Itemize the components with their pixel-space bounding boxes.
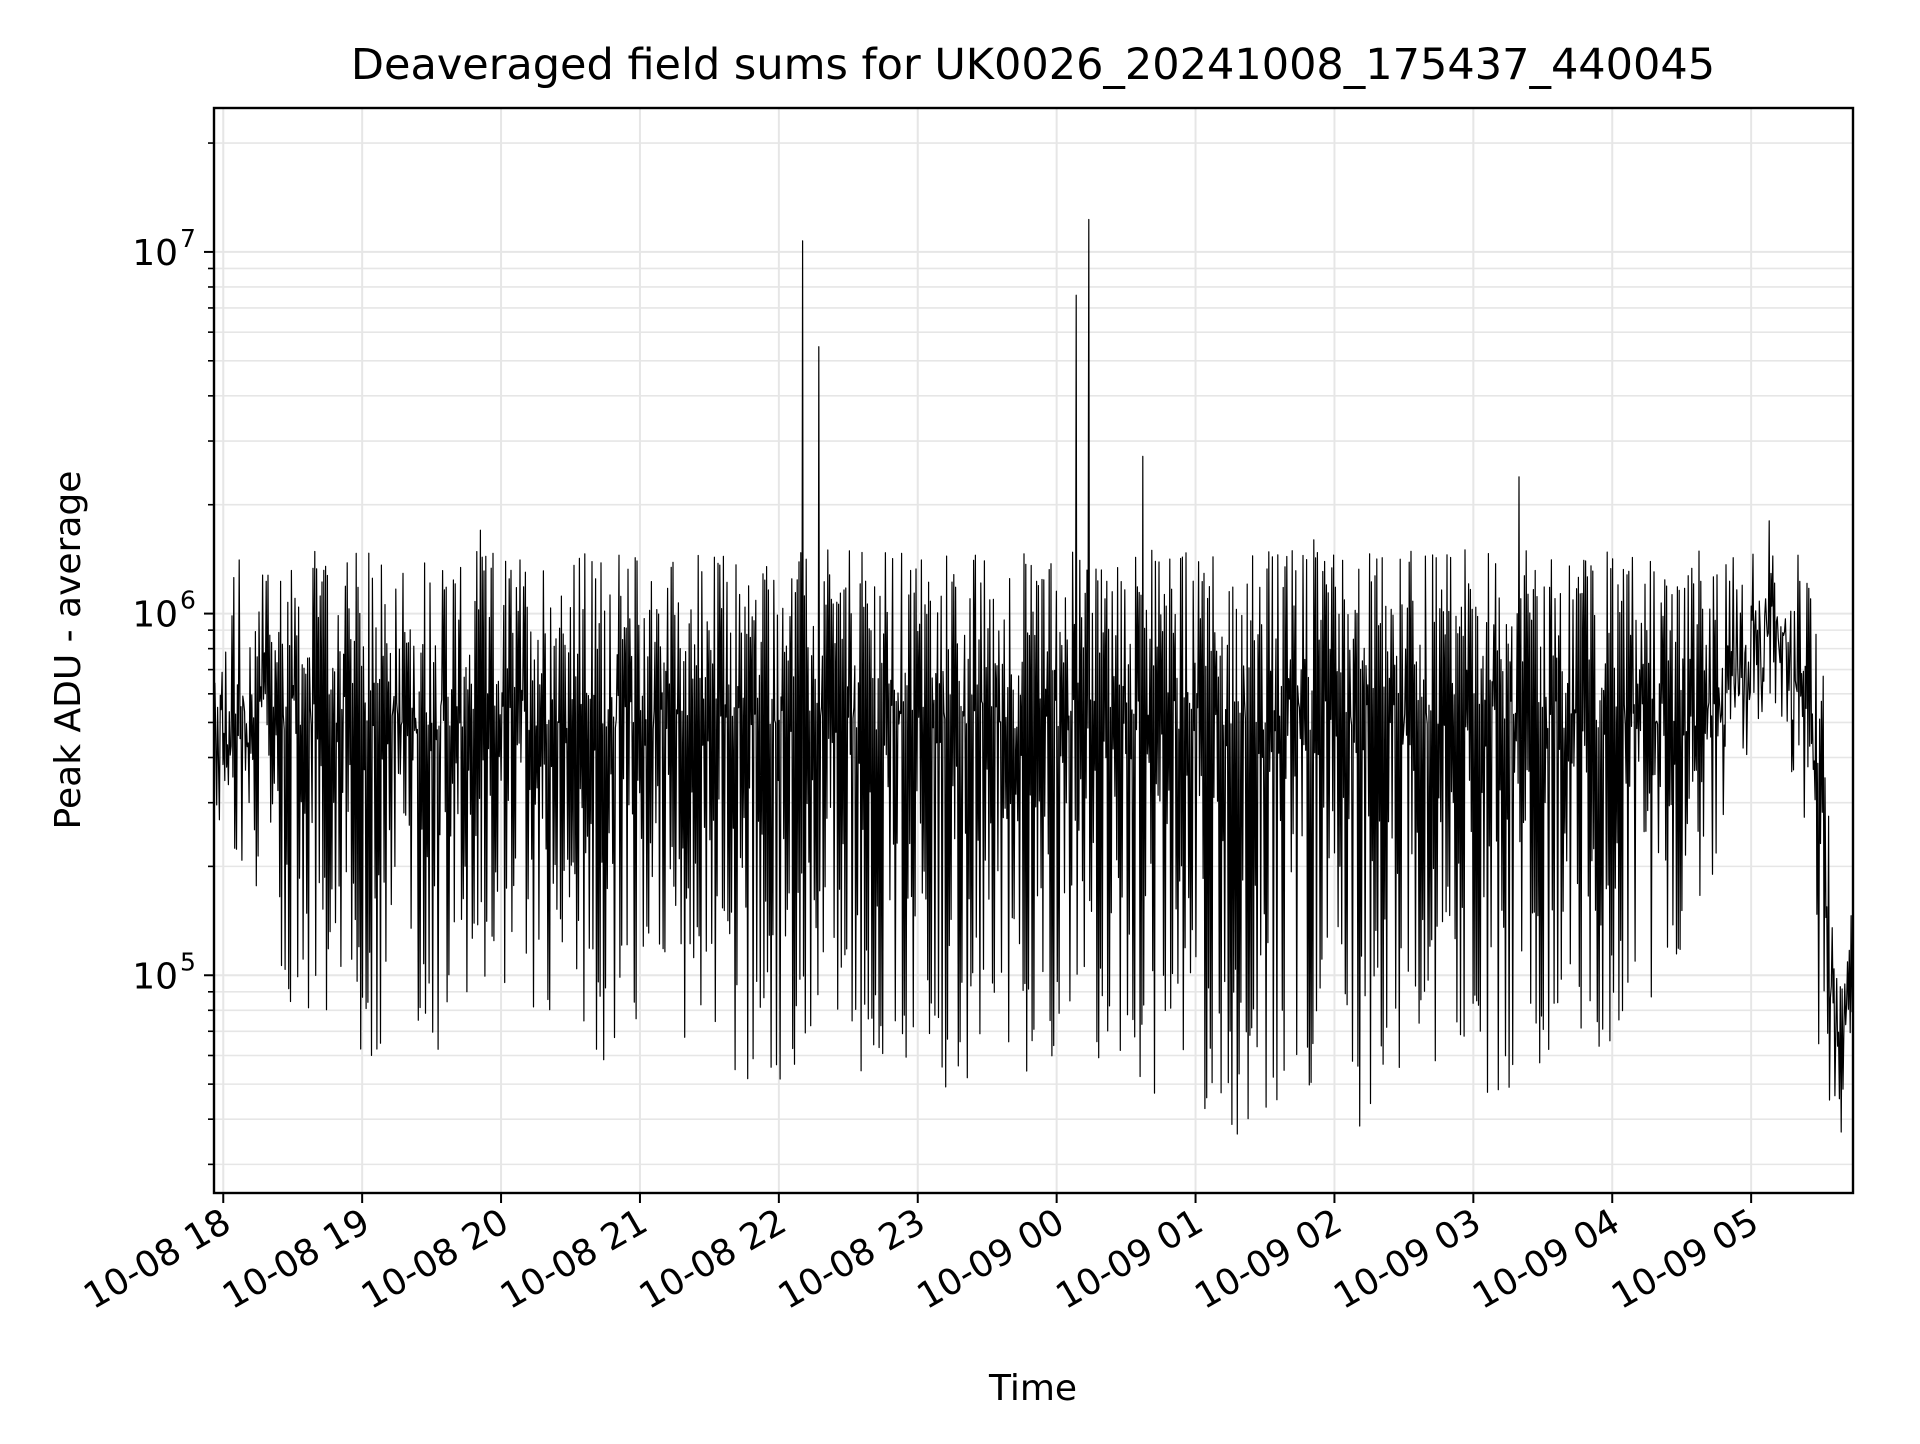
y-tick-exponent: 6 <box>180 586 196 615</box>
y-tick-exponent: 7 <box>180 224 196 253</box>
y-tick-label: 10 <box>132 595 178 636</box>
plot-area-frame <box>212 106 1855 1195</box>
chart-title: Deaveraged field sums for UK0026_2024100… <box>351 40 1715 90</box>
y-axis-label: Peak ADU - average <box>48 471 89 830</box>
y-tick-label: 10 <box>132 956 178 997</box>
y-tick-exponent: 5 <box>180 947 196 976</box>
x-axis-label: Time <box>988 1368 1077 1409</box>
series-line <box>213 218 1854 1135</box>
y-tick-label: 10 <box>132 233 178 274</box>
